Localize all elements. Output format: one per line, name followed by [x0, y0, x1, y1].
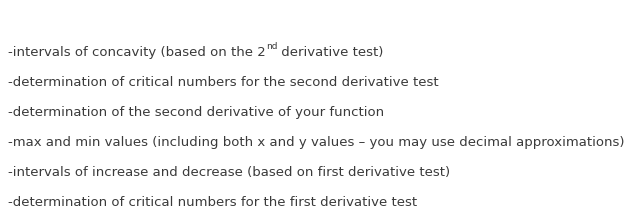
Text: -determination of critical numbers for the second derivative test: -determination of critical numbers for t… [8, 76, 438, 89]
Text: derivative test): derivative test) [277, 46, 383, 59]
Text: -intervals of increase and decrease (based on first derivative test): -intervals of increase and decrease (bas… [8, 166, 450, 179]
Text: -intervals of concavity (based on the 2: -intervals of concavity (based on the 2 [8, 46, 266, 59]
Text: -max and min values (including both x and y values – you may use decimal approxi: -max and min values (including both x an… [8, 136, 625, 149]
Text: nd: nd [266, 42, 277, 51]
Text: -determination of the second derivative of your function: -determination of the second derivative … [8, 106, 384, 119]
Text: -determination of critical numbers for the first derivative test: -determination of critical numbers for t… [8, 196, 417, 209]
